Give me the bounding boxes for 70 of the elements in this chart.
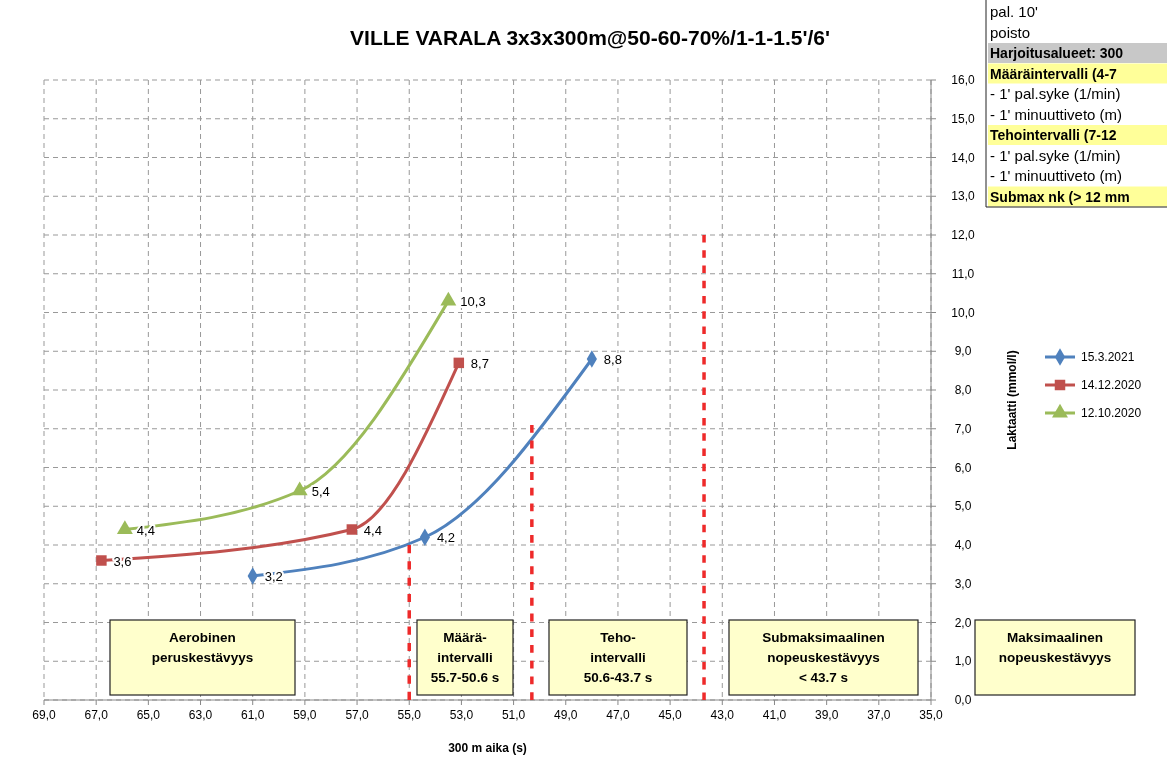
data-label: 8,7: [470, 355, 489, 371]
zone-label-box: Aerobinen peruskestävyys: [109, 619, 296, 696]
point: [453, 357, 465, 369]
y-tick-label: 1,0: [954, 654, 972, 669]
legend-label: 12.10.2020: [1081, 406, 1142, 420]
annotation: Määrä- intervalli 55.7-50.6 s: [430, 630, 500, 685]
x-tick-label: 67,0: [84, 708, 109, 722]
legend-label: 15.3.2021: [1081, 350, 1135, 364]
text: Submax nk (> 12 mm: [990, 188, 1130, 205]
x-tick-label: 51,0: [501, 708, 526, 722]
data-label: 8,8: [603, 352, 622, 367]
y-tick-label: 10,0: [951, 305, 975, 320]
zone-label-box: Submaksimaalinen nopeuskestävyys < 43.7 s: [728, 619, 919, 696]
text: Tehointervalli (7-12: [990, 127, 1117, 143]
y-tick-label: 15,0: [951, 111, 975, 126]
text: pal. 10': [990, 3, 1039, 20]
y-tick-label: 5,0: [954, 499, 972, 514]
annotation: Teho- intervalli 50.6-43.7 s: [583, 630, 653, 685]
x-tick-label: 41,0: [762, 708, 787, 722]
text: - 1' pal.syke (1/min): [990, 146, 1121, 164]
x-tick-label: 37,0: [867, 708, 891, 722]
chart-title: VILLE VARALA 3x3x300m@50-60-70%/1-1-1.5'/6': [350, 26, 830, 49]
zone-label-box: Teho- intervalli 50.6-43.7 s: [548, 619, 688, 696]
x-tick-label: 43,0: [710, 708, 735, 722]
y-tick-label: 3,0: [954, 576, 972, 591]
y-tick-label: 8,0: [954, 383, 972, 397]
y-tick-label: 12,0: [951, 228, 975, 242]
text: Määräintervalli (4-7: [990, 65, 1118, 82]
x-tick-label: 39,0: [814, 708, 839, 722]
point: [346, 524, 358, 535]
text: - 1' pal.syke (1/min): [990, 85, 1121, 102]
y-tick-label: 6,0: [954, 460, 972, 475]
y-tick-label: 4,0: [954, 538, 972, 552]
y-tick-label: 11,0: [951, 266, 975, 281]
legend-label: 14.12.2020: [1081, 378, 1142, 392]
x-tick-label: 69,0: [32, 708, 56, 722]
data-label: 4,4: [363, 522, 382, 538]
x-tick-label: 53,0: [449, 708, 474, 722]
point: [96, 555, 107, 566]
text: Harjoitusalueet: 300: [990, 45, 1124, 61]
annotation: Aerobinen peruskestävyys: [151, 630, 254, 665]
x-tick-label: 35,0: [919, 708, 943, 722]
x-tick-label: 63,0: [188, 708, 213, 722]
y-tick-label: 2,0: [954, 615, 972, 630]
data-label: 4,2: [436, 530, 455, 546]
zone-label-box: Maksimaalinen nopeuskestävyys: [974, 619, 1136, 696]
y-axis-title: Laktaatti (mmol/l): [1005, 350, 1019, 450]
y-tick-label: 16,0: [951, 73, 975, 87]
text: - 1' minuuttiveto (m): [990, 105, 1123, 123]
y-tick-label: 9,0: [954, 344, 972, 359]
x-axis-title: 300 m aika (s): [448, 741, 527, 755]
point: [116, 520, 133, 535]
x-tick-label: 55,0: [397, 708, 422, 722]
y-tick-label: 0,0: [954, 693, 972, 707]
x-tick-label: 47,0: [606, 708, 630, 722]
x-tick-label: 45,0: [658, 708, 683, 722]
text: poisto: [990, 23, 1031, 41]
y-tick-label: 13,0: [951, 189, 975, 204]
y-tick-label: 7,0: [954, 421, 972, 436]
data-label: 5,4: [311, 483, 330, 499]
zone-label-box: Määrä- intervalli 55.7-50.6 s: [416, 619, 514, 696]
x-tick-label: 61,0: [241, 708, 265, 722]
data-label: 10,3: [460, 293, 486, 309]
x-tick-label: 49,0: [554, 708, 578, 722]
x-tick-label: 65,0: [136, 708, 161, 722]
x-tick-label: 59,0: [293, 708, 317, 722]
y-tick-label: 14,0: [951, 150, 975, 165]
text: - 1' minuuttiveto (m): [990, 167, 1123, 184]
annotation: Submaksimaalinen nopeuskestävyys < 43.7 s: [762, 630, 885, 685]
x-tick-label: 57,0: [345, 708, 370, 722]
